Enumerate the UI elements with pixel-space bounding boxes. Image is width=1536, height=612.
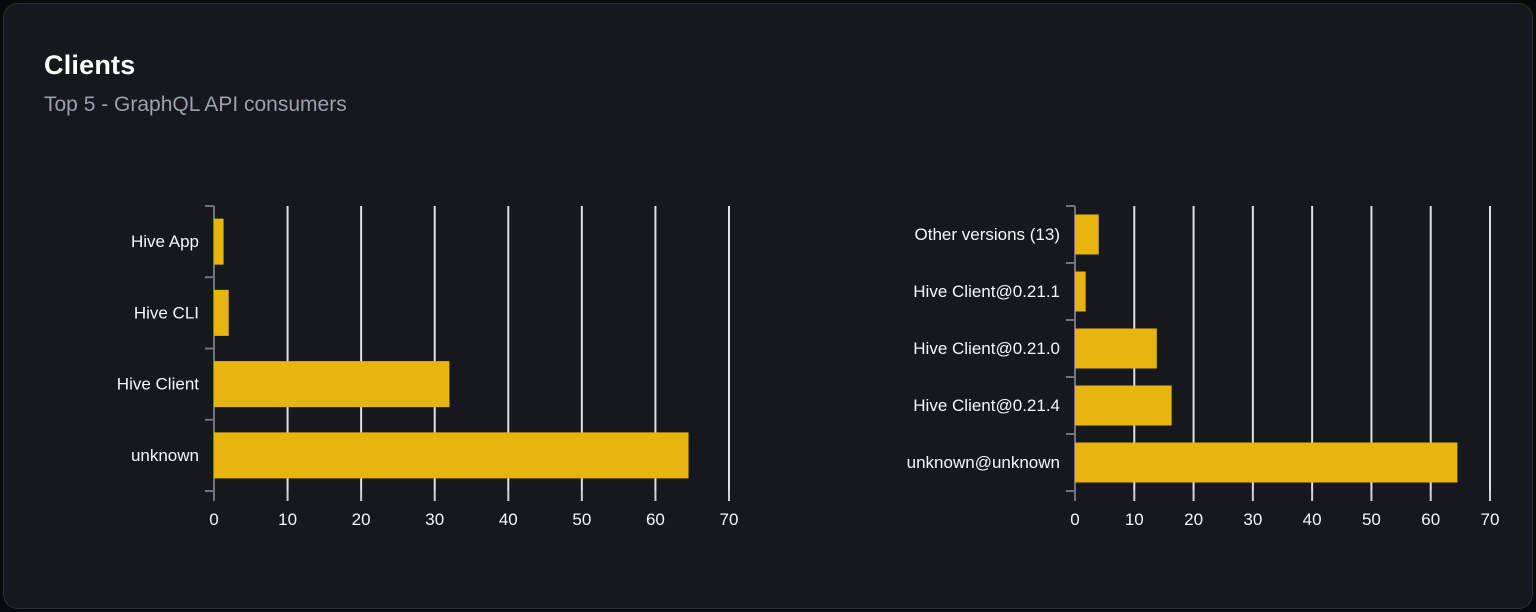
category-label: Hive Client@0.21.1 [913, 282, 1060, 301]
category-label: Hive App [131, 232, 199, 251]
bar [214, 289, 229, 336]
x-tick-label: 60 [646, 510, 665, 529]
clients-card: Clients Top 5 - GraphQL API consumers Hi… [3, 3, 1533, 609]
card-title: Clients [44, 50, 136, 80]
category-label: Hive Client@0.21.4 [913, 396, 1060, 415]
x-tick-label: 30 [1243, 510, 1262, 529]
client-versions-bar-chart: Other versions (13) Hive Client@0.21.1 Hiv… [907, 205, 1500, 529]
bar [214, 432, 689, 479]
x-tick-label: 70 [1481, 510, 1500, 529]
category-label: Hive Client [117, 375, 199, 394]
x-tick-label: 20 [1184, 510, 1203, 529]
card-subtitle: Top 5 - GraphQL API consumers [44, 93, 347, 117]
x-tick-label: 0 [209, 510, 218, 529]
clients-bar-chart: Hive App Hive CLI Hive Client unknown 0 10 20 3… [117, 205, 739, 529]
x-tick-label: 70 [720, 510, 739, 529]
card-header: Clients Top 5 - GraphQL API consumers [44, 50, 347, 117]
bar [1075, 214, 1099, 255]
x-tick-label: 30 [425, 510, 444, 529]
x-tick-label: 0 [1070, 510, 1079, 529]
x-tick-label: 10 [278, 510, 297, 529]
x-tick-label: 20 [352, 510, 371, 529]
x-tick-label: 50 [572, 510, 591, 529]
x-tick-label: 50 [1362, 510, 1381, 529]
bar [214, 218, 224, 265]
bar [214, 361, 450, 408]
charts-row: Hive App Hive CLI Hive Client unknown 0 10 20 3… [4, 196, 1532, 556]
category-label: unknown@unknown [907, 453, 1060, 472]
x-tick-label: 10 [1125, 510, 1144, 529]
bar [1075, 271, 1086, 312]
bar [1075, 442, 1458, 483]
x-tick-label: 40 [1303, 510, 1322, 529]
category-label: unknown [131, 446, 199, 465]
category-label: Hive CLI [134, 303, 199, 322]
category-label: Hive Client@0.21.0 [913, 339, 1060, 358]
x-tick-label: 40 [499, 510, 518, 529]
bar [1075, 385, 1172, 426]
category-label: Other versions (13) [915, 225, 1061, 244]
x-tick-label: 60 [1421, 510, 1440, 529]
bar [1075, 328, 1157, 369]
